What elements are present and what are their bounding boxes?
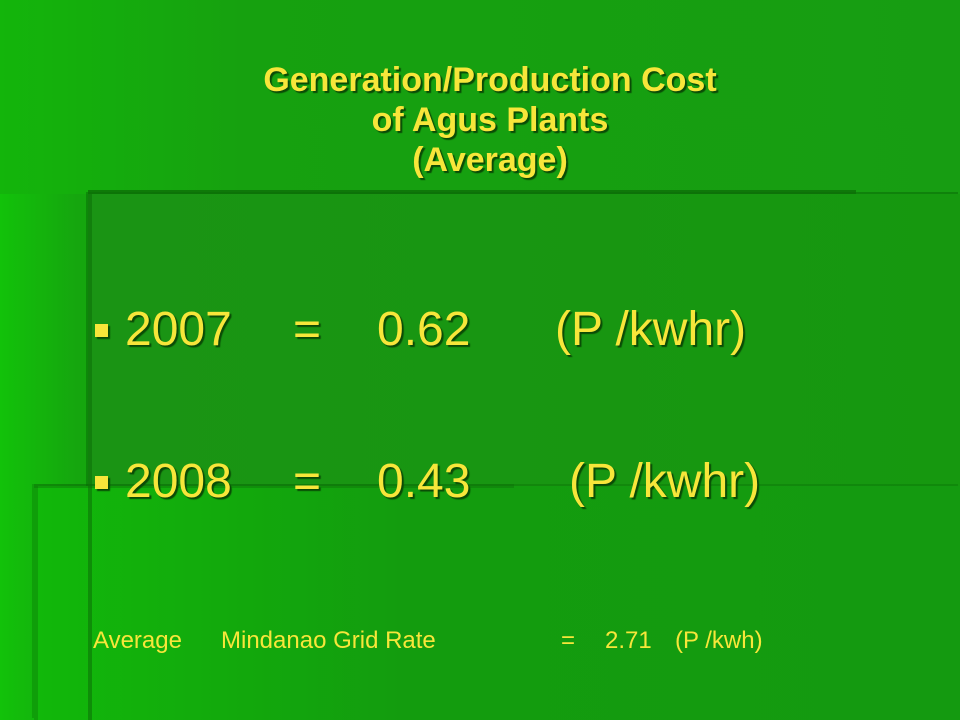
slide-title: Generation/Production Cost of Agus Plant… [0, 60, 960, 180]
square-bullet-icon [95, 476, 108, 489]
row-value: 0.43 [377, 455, 471, 508]
row-unit: (P /kwhr) [569, 455, 761, 508]
divider-line-left [88, 194, 92, 720]
footer-word-average: Average [93, 627, 182, 654]
divider-line-lower [34, 484, 514, 488]
title-line-3: (Average) [412, 141, 568, 179]
footer-equals: = [561, 627, 576, 654]
square-bullet-icon [95, 324, 108, 337]
row-unit: (P /kwhr) [555, 303, 747, 356]
row-equals: = [293, 303, 322, 356]
background-panel-lower [34, 486, 960, 720]
footer-value: 2.71 [605, 627, 652, 654]
title-line-2: of Agus Plants [371, 101, 609, 139]
background-panel-top [0, 0, 960, 194]
row-year: 2007 [125, 303, 232, 356]
divider-line-lower-left [34, 486, 38, 720]
row-year: 2008 [125, 455, 232, 508]
row-value: 0.62 [377, 303, 471, 356]
title-line-1: Generation/Production Cost [263, 61, 717, 99]
divider-line-top [88, 190, 856, 194]
footer-unit: (P /kwh) [675, 627, 763, 654]
footer-label: Mindanao Grid Rate [221, 627, 436, 654]
row-equals: = [293, 455, 322, 508]
